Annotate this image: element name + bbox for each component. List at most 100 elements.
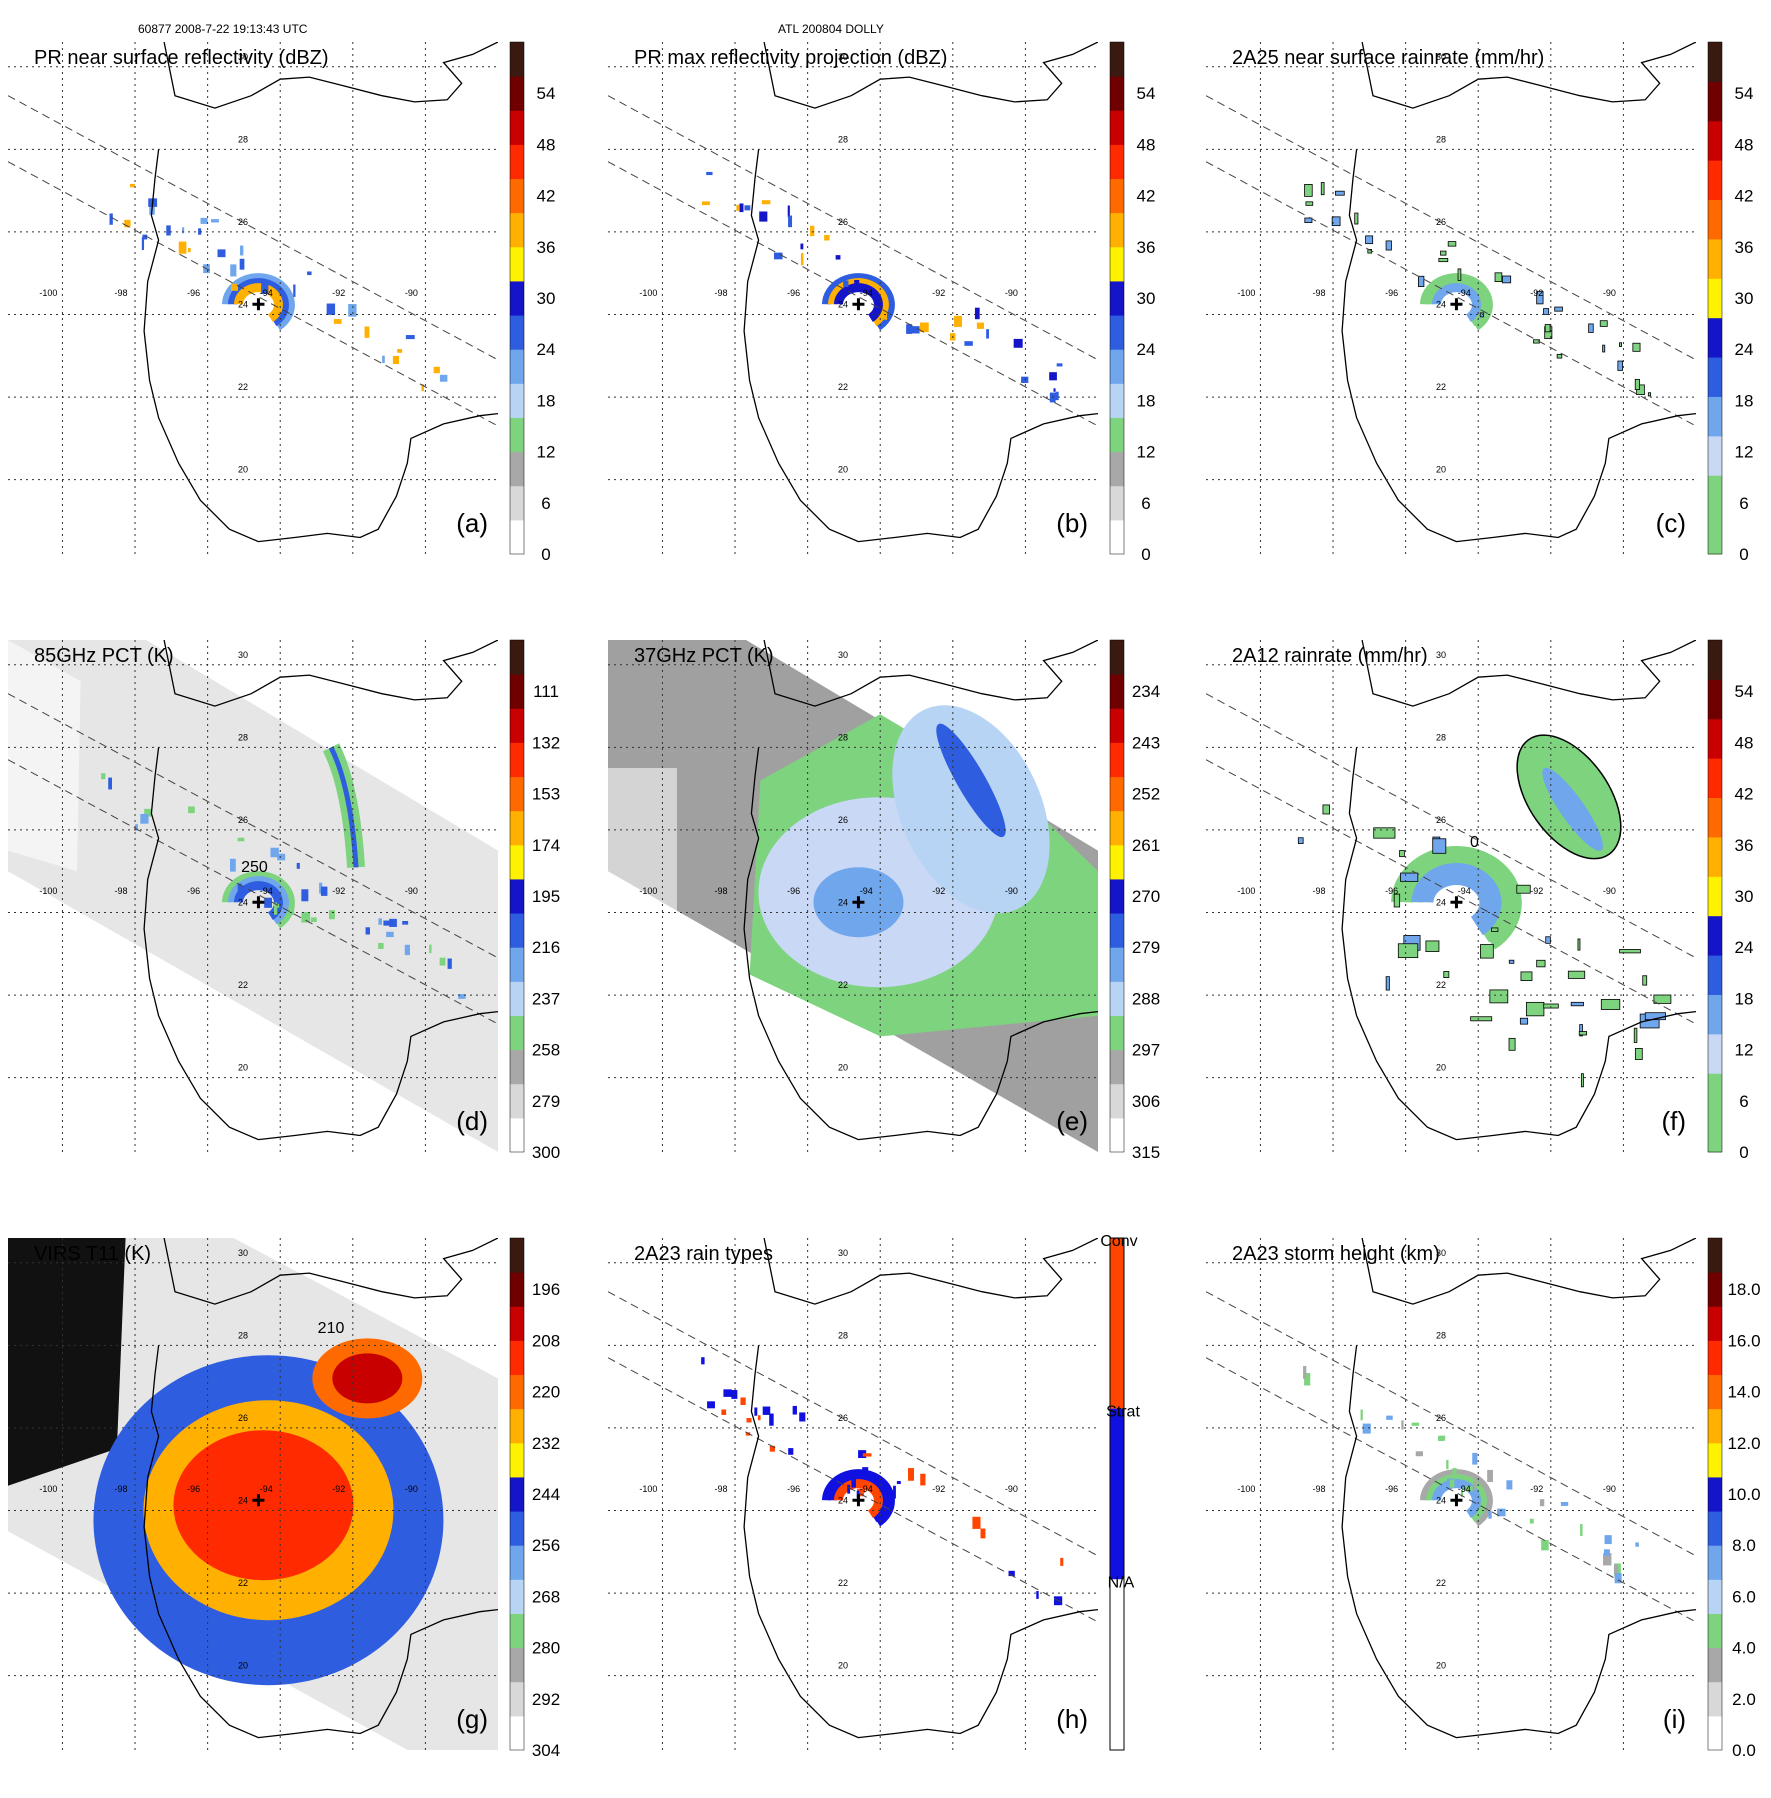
lat-label: 30 [238, 52, 248, 62]
map-area: -100 -98 -96 -94 -92 -90 20 22 24 26 28 30 2A23 rain… [608, 1238, 1098, 1750]
map-content: -100 -98 -96 -94 -92 -90 20 22 24 26 28 30 0 [1206, 640, 1696, 1152]
rain-cell [230, 264, 237, 277]
colorbar-swatch [1708, 396, 1722, 437]
colorbar-swatch [1110, 451, 1124, 487]
colorbar-frame [1707, 41, 1723, 555]
lat-label: 20 [838, 1661, 848, 1671]
colorbar-tick: 243 [1132, 733, 1160, 752]
rain-cell [1449, 1479, 1455, 1488]
map-area: -100 -98 -96 -94 -92 -90 20 22 24 26 28 30 37GHz PCT… [608, 640, 1098, 1152]
rain-cell [402, 920, 409, 925]
colorbar-swatch [510, 776, 524, 812]
rain-cell [382, 355, 385, 364]
lon-label: -98 [715, 288, 728, 298]
rain-cell [1588, 323, 1594, 333]
colorbar-tick: 48 [1735, 135, 1754, 154]
rain-cell [746, 1417, 752, 1423]
rain-cell [745, 1432, 751, 1436]
lon-label: -90 [1603, 1484, 1616, 1494]
rain-cell [964, 341, 973, 346]
colorbar-tick: 6.0 [1732, 1587, 1756, 1606]
rain-cell [854, 279, 860, 292]
lat-label: 20 [238, 465, 248, 475]
rain-cell [723, 1389, 732, 1397]
rain-cell [769, 1445, 775, 1452]
rain-cell [1603, 1553, 1612, 1566]
lat-label: 26 [1436, 815, 1446, 825]
rain-cell [1579, 1024, 1583, 1037]
rain-cell [800, 243, 804, 250]
rain-cell [858, 1450, 867, 1459]
lon-label: -100 [1237, 886, 1255, 896]
rain-cell [277, 853, 286, 861]
colorbar-tick: 18 [1735, 989, 1754, 1008]
colorbar-swatch [510, 1442, 524, 1478]
rain-cell [740, 1397, 746, 1405]
map-area: -100 -98 -96 -94 -92 -90 20 22 24 26 28 30 0 2A12 rai… [1206, 640, 1696, 1152]
colorbar-tick: 256 [532, 1536, 560, 1555]
rain-cell [1560, 1501, 1569, 1506]
rain-cell [429, 944, 432, 954]
lat-label: 30 [838, 650, 848, 660]
coastline-north [1361, 640, 1696, 707]
panel-figure: -100 -98 -96 -94 -92 -90 20 22 24 26 28 30 250 85GHz … [8, 639, 560, 1162]
rain-cell [135, 824, 138, 831]
swath-edge [8, 161, 498, 427]
rain-cell [1539, 1499, 1545, 1507]
coastline-north [1361, 42, 1696, 109]
storm-center-marker [252, 896, 265, 909]
rain-cell [1365, 235, 1374, 245]
colorbar-swatch [1708, 1715, 1722, 1751]
rain-cell [1632, 342, 1641, 352]
lat-label: 22 [1436, 1578, 1446, 1588]
lon-label: -92 [1530, 886, 1543, 896]
storm-center-marker [1450, 1494, 1463, 1507]
rain-cell [237, 883, 242, 896]
colorbar-tick: 0.0 [1732, 1741, 1756, 1760]
lon-label: -90 [1005, 1484, 1018, 1494]
colorbar-swatch [1110, 417, 1124, 453]
rain-cell [1418, 275, 1425, 287]
rain-cell [1619, 949, 1641, 954]
rain-cell [140, 813, 149, 824]
eyewall-band [1419, 273, 1493, 331]
storm-center-marker [852, 1494, 865, 1507]
colorbar-swatch [1708, 718, 1722, 759]
colorbar-tick: 220 [532, 1383, 560, 1402]
colorbar-tick: 36 [1735, 836, 1754, 855]
rain-cell [972, 1516, 981, 1529]
rain-cell [757, 1415, 761, 1421]
map-content: -100 -98 -96 -94 -92 -90 20 22 24 26 28 30 [8, 42, 498, 554]
rain-cell [1460, 1489, 1464, 1497]
colorbar: 0 6 12 18 24 30 36 42 48 54 [1109, 41, 1155, 564]
lat-label: 22 [238, 1578, 248, 1588]
lat-label: 24 [1436, 1496, 1446, 1506]
lon-label: -100 [1237, 288, 1255, 298]
swath-edge [1206, 759, 1696, 1025]
colorbar-tick: 132 [532, 733, 560, 752]
cold-band-core [328, 746, 359, 868]
colorbar-swatch [510, 1613, 524, 1649]
rain-cell [1642, 975, 1648, 986]
lon-label: -96 [787, 1484, 800, 1494]
lon-label: -98 [1313, 1484, 1326, 1494]
colorbar-swatch [1110, 913, 1124, 948]
rain-cell [1432, 838, 1447, 854]
colorbar: 0 6 12 18 24 30 36 42 48 54 [509, 41, 556, 564]
rain-cell [1516, 884, 1531, 894]
rain-cell [166, 225, 171, 236]
lon-label: -90 [1005, 288, 1018, 298]
rain-cell [1614, 1573, 1622, 1584]
colorbar-swatch [510, 246, 524, 282]
rain-cell [1497, 1508, 1506, 1517]
panel-label: (d) [456, 1106, 488, 1136]
colorbar-tick: 36 [537, 238, 556, 257]
swath-edge [1206, 1357, 1696, 1623]
colorbar-swatch [510, 1545, 524, 1580]
rain-cell [1399, 850, 1405, 858]
colorbar-tick: 6 [541, 494, 550, 513]
lon-label: -96 [787, 886, 800, 896]
panel-a: -100 -98 -96 -94 -92 -90 20 22 24 26 28 30 PR near s… [8, 41, 556, 602]
colorbar-tick: 279 [532, 1092, 560, 1111]
